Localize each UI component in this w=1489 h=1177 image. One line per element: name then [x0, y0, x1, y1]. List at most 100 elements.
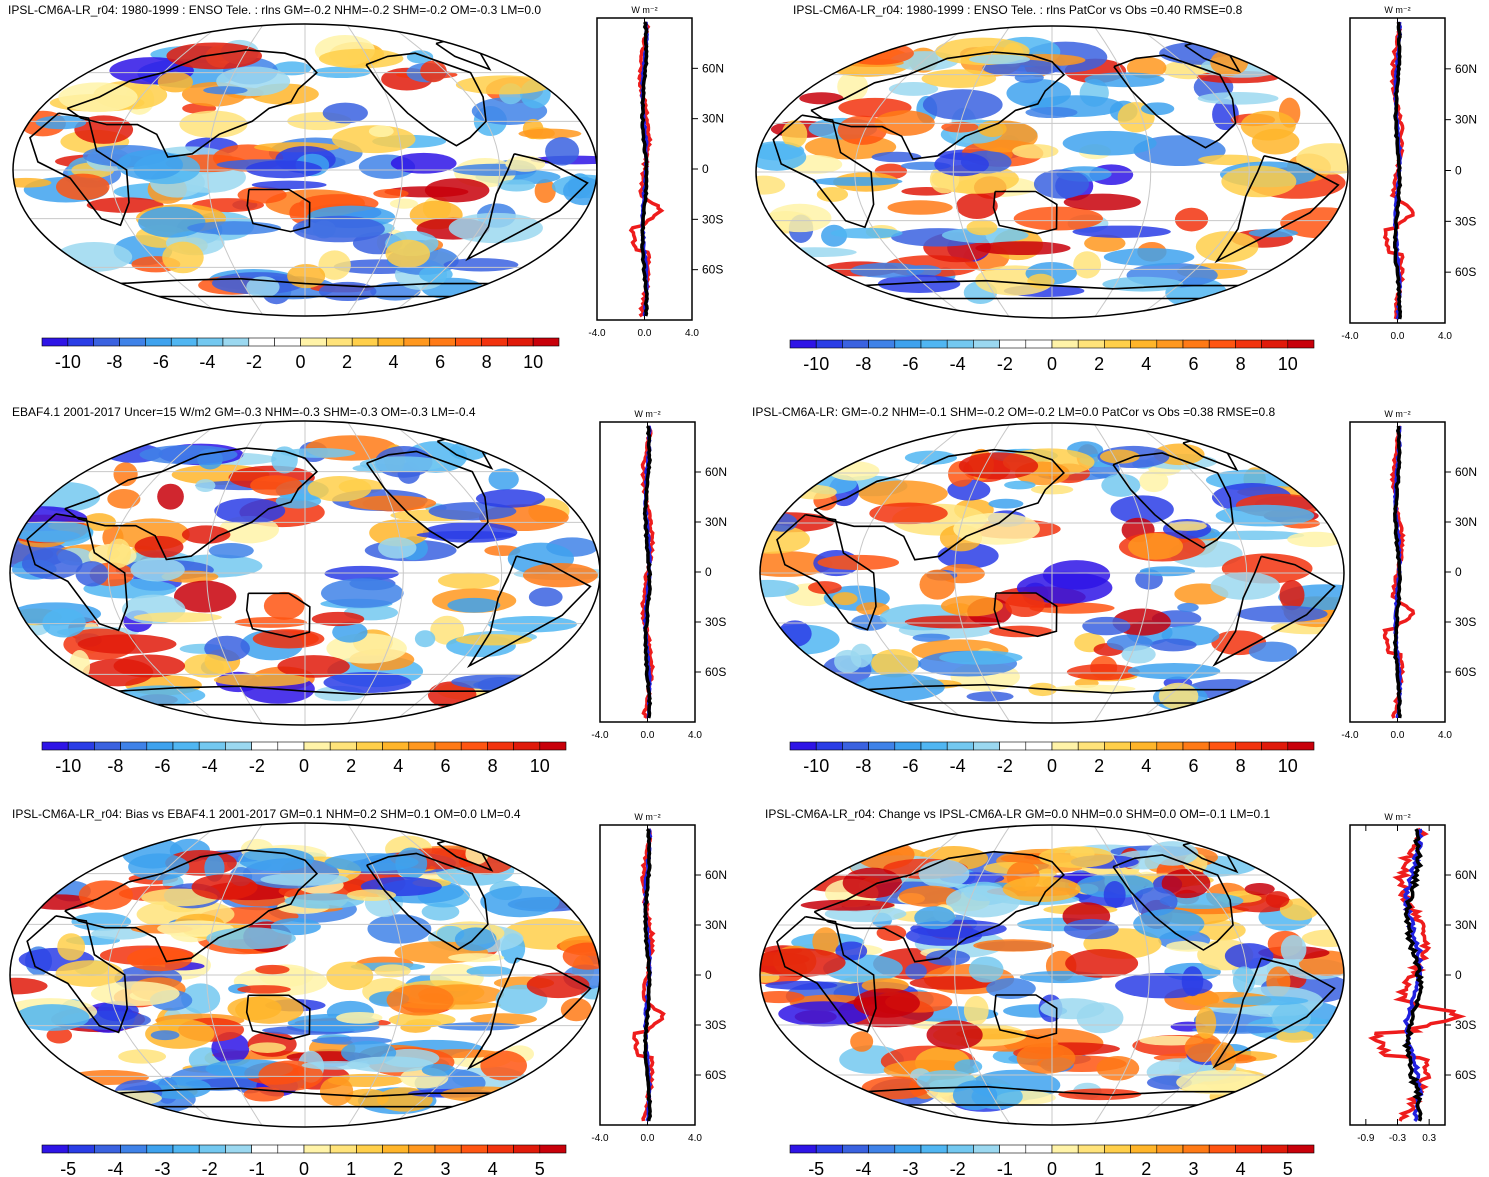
- profile-x-tick: 0.0: [1391, 730, 1405, 741]
- colorbar-swatch: [1104, 1144, 1131, 1154]
- colorbar-label: 4: [393, 756, 403, 776]
- colorbar-swatch: [455, 337, 482, 347]
- colorbar-label: -5: [60, 1159, 76, 1177]
- lat-label: 0: [1455, 968, 1462, 982]
- zonal-profile-5: W m⁻² 60N 30N 0 30S 60S -4.0 0.0 4.0: [591, 812, 727, 1144]
- colorbar-swatch: [946, 1144, 974, 1154]
- profile-line-other: [642, 828, 653, 1122]
- map-4: [759, 422, 1345, 724]
- colorbar-label: -10: [803, 756, 829, 776]
- colorbar-swatch: [274, 337, 301, 347]
- lat-label: 30N: [705, 918, 727, 932]
- colorbar-label: -4: [199, 352, 215, 372]
- colorbar-label: 3: [440, 1159, 450, 1177]
- colorbar-swatch: [172, 741, 200, 751]
- colorbar-label: -1: [249, 1159, 265, 1177]
- panel-2: IPSL-CM6A-LR_r04: 1980-1999 : ENSO Tele.…: [755, 3, 1477, 374]
- colorbar-label: -8: [855, 354, 871, 374]
- colorbar-swatch: [1261, 741, 1289, 751]
- colorbar-swatch: [146, 741, 174, 751]
- colorbar-label: -2: [249, 756, 265, 776]
- lat-label: 0: [1455, 565, 1462, 579]
- colorbar-swatch: [1025, 1144, 1053, 1154]
- colorbar-swatch: [225, 1144, 252, 1154]
- colorbar-swatch: [329, 1144, 357, 1154]
- colorbar-label: 5: [1283, 1159, 1293, 1177]
- profile-x-tick: -4.0: [588, 328, 606, 339]
- colorbar-label: 4: [488, 1159, 498, 1177]
- lat-label: 30N: [1455, 113, 1477, 127]
- colorbar-label: -4: [855, 1159, 871, 1177]
- colorbar-swatch: [172, 1144, 200, 1154]
- colorbar-swatch: [868, 1144, 896, 1154]
- graticule: [10, 421, 600, 725]
- colorbar-label: 2: [1094, 756, 1104, 776]
- colorbar-label: 10: [1278, 756, 1298, 776]
- lat-label: 30S: [702, 212, 723, 226]
- coastlines: [772, 41, 1340, 300]
- colorbar-label: -2: [997, 354, 1013, 374]
- colorbar-swatch: [41, 741, 69, 751]
- colorbar-label: -3: [903, 1159, 919, 1177]
- zonal-profile-2: W m⁻² 60N 30N 0 30S 60S -4.0 0.0 4.0: [1341, 5, 1477, 342]
- colorbar-swatch: [1051, 741, 1079, 751]
- lat-label: 60N: [1455, 465, 1477, 479]
- colorbar-swatch: [198, 741, 226, 751]
- colorbar-label: 4: [389, 352, 399, 372]
- lat-label: 0: [1455, 164, 1462, 178]
- colorbar-label: -2: [246, 352, 262, 372]
- profile-x-tick: 0.0: [641, 730, 655, 741]
- colorbar-swatch: [973, 339, 1000, 349]
- lat-label: 60S: [1455, 1068, 1476, 1082]
- lat-label: 60S: [1455, 265, 1476, 279]
- colorbar-swatch: [170, 337, 198, 347]
- colorbar-label: 6: [440, 756, 450, 776]
- lat-label: 60S: [705, 1068, 726, 1082]
- colorbar-label: 0: [299, 1159, 309, 1177]
- colorbar-label: -10: [55, 352, 81, 372]
- colorbar-swatch: [222, 337, 250, 347]
- profile-unit: W m⁻²: [631, 5, 657, 15]
- lat-label: 30S: [1455, 214, 1476, 228]
- colorbar-label: -3: [155, 1159, 171, 1177]
- colorbar-swatch: [487, 1144, 514, 1154]
- colorbar-label: -4: [202, 756, 218, 776]
- colorbar-swatch: [408, 741, 436, 751]
- colorbar-swatch: [1130, 1144, 1158, 1154]
- colorbar-label: 1: [346, 1159, 356, 1177]
- map-3: [9, 420, 601, 726]
- profile-line-other: [1392, 21, 1403, 320]
- colorbar-swatch: [894, 1144, 922, 1154]
- colorbar-label: -2: [997, 756, 1013, 776]
- colorbar-swatch: [842, 339, 869, 349]
- colorbar-swatch: [1156, 741, 1184, 751]
- colorbar-swatch: [789, 339, 817, 349]
- colorbar-label: 6: [1188, 354, 1198, 374]
- colorbar-swatch: [1261, 1144, 1289, 1154]
- colorbar-label: -6: [153, 352, 169, 372]
- anomaly-field: [13, 34, 597, 305]
- colorbar-label: 8: [1236, 354, 1246, 374]
- panel-5: IPSL-CM6A-LR_r04: Bias vs EBAF4.1 2001-2…: [9, 807, 727, 1177]
- colorbar-swatch: [539, 741, 567, 751]
- colorbar-swatch: [1287, 741, 1315, 751]
- colorbar-swatch: [300, 337, 327, 347]
- colorbar-swatch: [1104, 741, 1131, 751]
- colorbar-swatch: [1261, 339, 1289, 349]
- colorbar-label: 0: [295, 352, 305, 372]
- colorbar-swatch: [1156, 1144, 1184, 1154]
- colorbar-swatch: [1025, 339, 1053, 349]
- colorbar-6: -5 -4 -3 -2 -1 0 1 2 3 4 5: [789, 1144, 1315, 1177]
- colorbar-swatch: [94, 1144, 121, 1154]
- map-border: [759, 422, 1345, 724]
- colorbar-swatch: [815, 1144, 843, 1154]
- colorbar-swatch: [1182, 741, 1210, 751]
- profile-x-tick: 4.0: [688, 730, 702, 741]
- colorbar-label: 10: [523, 352, 543, 372]
- colorbar-swatch: [429, 337, 456, 347]
- colorbar-swatch: [946, 741, 974, 751]
- colorbar-label: 2: [393, 1159, 403, 1177]
- colorbar-swatch: [868, 339, 896, 349]
- profile-unit: W m⁻²: [1384, 5, 1410, 15]
